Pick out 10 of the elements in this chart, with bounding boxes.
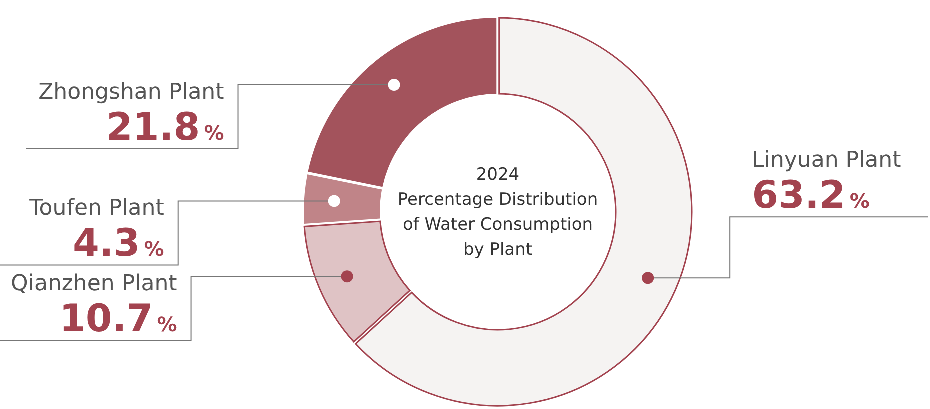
data-label: 63.2% — [752, 173, 870, 218]
slice-label: Zhongshan Plant — [38, 80, 225, 105]
donut-slice — [304, 174, 382, 224]
data-label: 4.3% — [72, 221, 164, 266]
text: 2024 Percentage Distribution of Water Consumption by Plant — [398, 165, 598, 260]
slice-label: Qianzhen Plant — [11, 272, 178, 297]
slice-label: Toufen Plant — [28, 196, 165, 222]
data-label: 10.7% — [59, 296, 178, 341]
data-label: 21.8% — [106, 104, 224, 149]
slice-label: Linyuan Plant — [752, 148, 902, 174]
